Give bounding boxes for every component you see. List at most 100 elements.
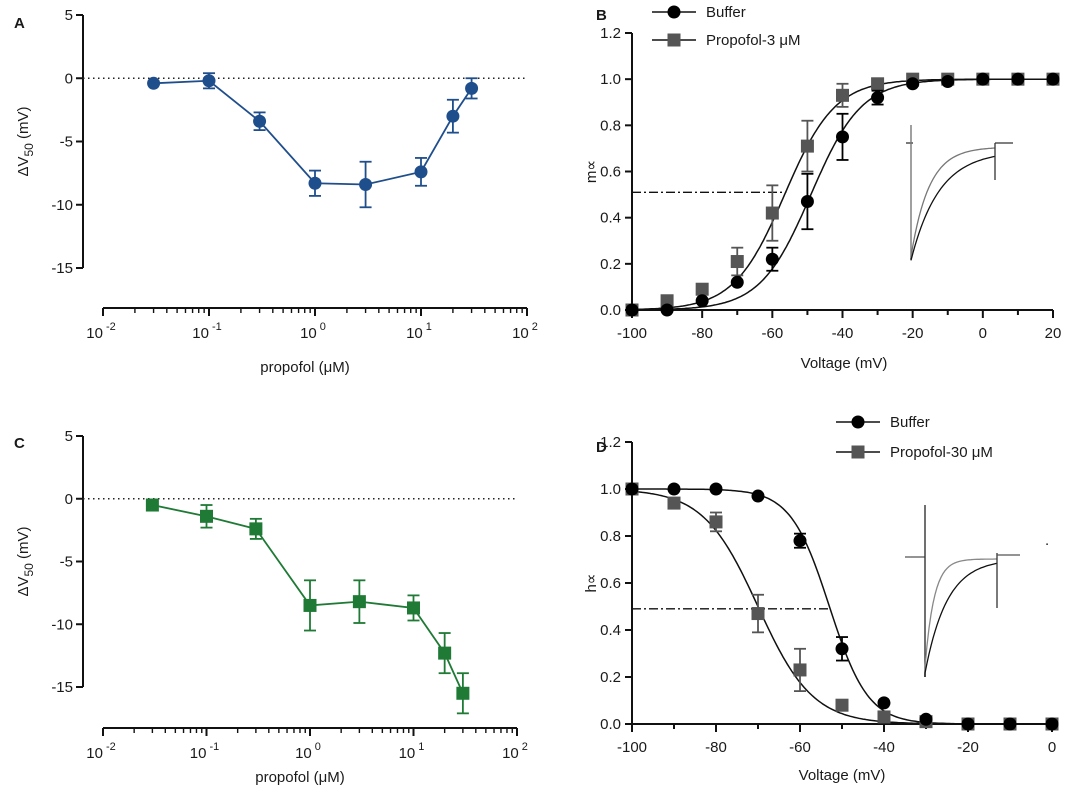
x-tick-label: 0 [979, 325, 987, 342]
legend-label: Propofol-30 μM [890, 444, 993, 461]
data-point [709, 482, 723, 496]
x-axis-title: propofol (μM) [255, 769, 345, 786]
legend-marker [851, 415, 865, 429]
y-axis-title: h∝ [583, 573, 600, 592]
x-tick-label: -80 [705, 739, 727, 756]
legend-marker [851, 445, 865, 459]
y-tick-label: 0 [65, 491, 73, 508]
x-tick-label: -60 [789, 739, 811, 756]
data-point [961, 717, 975, 731]
data-point [730, 255, 744, 269]
x-tick-base: 10 [406, 325, 423, 342]
y-tick-label: -15 [51, 260, 73, 277]
x-tick-label: 10 -1 [192, 321, 222, 342]
data-point [446, 109, 460, 123]
trace-propofol [910, 147, 996, 258]
data-point [730, 275, 744, 289]
y-tick-label: 5 [65, 428, 73, 445]
y-title-part: ΔV [15, 157, 32, 177]
data-point [871, 91, 885, 105]
data-point [709, 515, 723, 529]
y-tick-label: 1.0 [600, 481, 621, 498]
x-tick-label: 0 [1048, 739, 1056, 756]
x-tick-label: 20 [1045, 325, 1062, 342]
data-point [438, 646, 452, 660]
x-tick-label: -40 [832, 325, 854, 342]
data-point [793, 534, 807, 548]
inset-current-traces [905, 505, 1020, 677]
y-tick-label: 0.6 [600, 575, 621, 592]
data-point [836, 88, 849, 102]
legend-label: Buffer [890, 414, 930, 431]
legend-marker [667, 33, 681, 47]
x-tick-label: 10 -2 [86, 321, 116, 342]
data-point [625, 482, 639, 496]
x-tick-label: 10 2 [512, 321, 538, 342]
y-tick-label: 0.0 [600, 716, 621, 733]
data-point [465, 81, 479, 95]
data-point [660, 303, 674, 317]
y-title-part: (mV) [15, 106, 32, 143]
legend-marker [667, 5, 681, 19]
x-tick-label: -20 [957, 739, 979, 756]
x-tick-exponent: -1 [209, 321, 222, 333]
data-point [800, 139, 814, 153]
y-title-part: 50 [22, 563, 36, 577]
x-tick-base: 10 [512, 325, 529, 342]
x-tick-label: 10 1 [399, 741, 425, 762]
data-point [695, 282, 709, 296]
y-tick-label: -5 [60, 554, 73, 571]
x-tick-base: 10 [300, 325, 317, 342]
data-point [414, 165, 428, 179]
data-point [1011, 72, 1025, 86]
y-tick-label: -15 [51, 679, 73, 696]
x-tick-label: 10 0 [300, 321, 326, 342]
data-point [359, 178, 373, 192]
x-axis-title: propofol (μM) [260, 359, 350, 376]
data-point [835, 698, 849, 712]
panel-a: A 50 -5 -1 0 -15 10 -2 10 -1 10 0 10 1 10 2 propofo… [14, 7, 538, 376]
legend-label: Buffer [706, 4, 746, 21]
data-point [877, 696, 891, 710]
x-tick-exponent: 0 [312, 741, 321, 753]
data-point [1045, 717, 1059, 731]
y-title-part: 50 [22, 143, 36, 157]
data-point [456, 686, 470, 700]
data-point [835, 642, 849, 656]
stray-dot-mark: . [1045, 532, 1049, 549]
x-tick-exponent: -2 [103, 741, 116, 753]
panel-label: A [14, 15, 25, 32]
x-tick-label: 10 1 [406, 321, 432, 342]
data-point [976, 72, 990, 86]
panel-b: B 0.0 0.2 0.4 0.6 0.8 1.0 1.2 -100 -80 -60 -40 -20 0 2… [583, 4, 1061, 372]
legend-label: Propofol-3 μM [706, 32, 801, 49]
x-tick-label: -20 [902, 325, 924, 342]
x-tick-exponent: 1 [415, 741, 424, 753]
data-point [871, 77, 885, 91]
data-point [765, 206, 779, 220]
y-tick-label: -5 [60, 134, 73, 151]
x-tick-label: -80 [691, 325, 713, 342]
data-point [200, 509, 213, 523]
y-tick-label: 0.4 [600, 622, 621, 639]
x-tick-label: -100 [617, 739, 647, 756]
data-point [202, 74, 216, 88]
x-axis-title: Voltage (mV) [799, 767, 886, 784]
data-point [906, 77, 920, 91]
legend: Buffer Propofol-3 μM [652, 4, 801, 49]
fit-curve [631, 490, 1052, 725]
x-tick-exponent: 0 [317, 321, 326, 333]
panel-label: C [14, 435, 25, 452]
data-point [919, 712, 933, 726]
x-tick-exponent: 2 [519, 741, 528, 753]
x-axis-title: Voltage (mV) [801, 355, 888, 372]
x-tick-label: 10 -2 [86, 741, 116, 762]
data-point [253, 114, 267, 128]
y-tick-label: 0.4 [600, 210, 621, 227]
data-point [625, 303, 639, 317]
data-point [751, 489, 765, 503]
inset-current-traces [906, 125, 1013, 261]
